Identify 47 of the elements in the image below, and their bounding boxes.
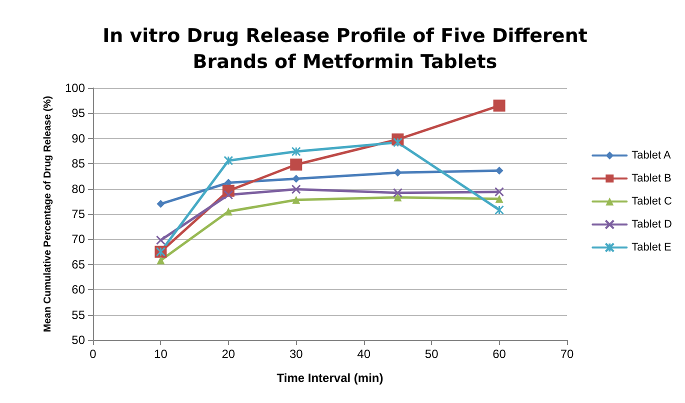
point	[224, 190, 234, 200]
y-tick-label: 55	[72, 308, 86, 322]
y-tick-label: 90	[72, 131, 86, 146]
y-tick-label: 70	[72, 232, 86, 246]
point	[290, 158, 302, 171]
y-tick-label: 60	[72, 282, 86, 297]
y-tick-label: 100	[64, 81, 86, 95]
point	[292, 174, 300, 183]
y-tick-label: 75	[72, 207, 86, 221]
chart-title: In vitro Drug Release Profile of Five Different Brands of Metformin Tablets	[102, 25, 588, 73]
x-tick-label: 0	[90, 347, 97, 361]
x-tick-label: 30	[289, 347, 304, 361]
point	[494, 205, 504, 215]
point	[156, 235, 166, 245]
y-tick-label: 50	[72, 333, 86, 347]
point	[291, 184, 301, 194]
legend-label: Tablet B	[632, 172, 672, 184]
point	[291, 146, 301, 156]
point	[493, 100, 506, 112]
legend-label: Tablet D	[632, 218, 672, 230]
x-tick-label: 10	[154, 347, 168, 361]
point	[495, 166, 504, 175]
x-tick-label: 60	[492, 347, 506, 361]
point	[224, 207, 232, 216]
x-axis-title: Time Interval (min)	[276, 371, 384, 385]
x-tick-label: 20	[222, 347, 236, 361]
point	[494, 187, 504, 197]
y-axis-title: Mean Cumulative Percentage of Drug Release (%)	[42, 96, 54, 332]
point	[224, 156, 234, 166]
y-tick-label: 95	[72, 106, 86, 120]
point	[394, 193, 402, 202]
y-tick-label: 65	[72, 257, 86, 272]
x-tick-label: 50	[424, 347, 439, 361]
point	[392, 138, 402, 148]
x-tick-label: 40	[357, 347, 371, 361]
y-tick-label: 85	[72, 156, 86, 171]
point	[156, 200, 165, 208]
legend-label: Tablet C	[632, 196, 672, 208]
x-tick-label: 70	[560, 347, 574, 361]
y-tick-label: 80	[72, 182, 86, 196]
point	[156, 256, 165, 264]
legend-label: Tablet A	[632, 150, 672, 162]
point	[394, 168, 402, 177]
legend-label: Tablet E	[632, 242, 672, 254]
point	[292, 196, 300, 204]
point	[495, 194, 504, 203]
point	[392, 188, 402, 198]
